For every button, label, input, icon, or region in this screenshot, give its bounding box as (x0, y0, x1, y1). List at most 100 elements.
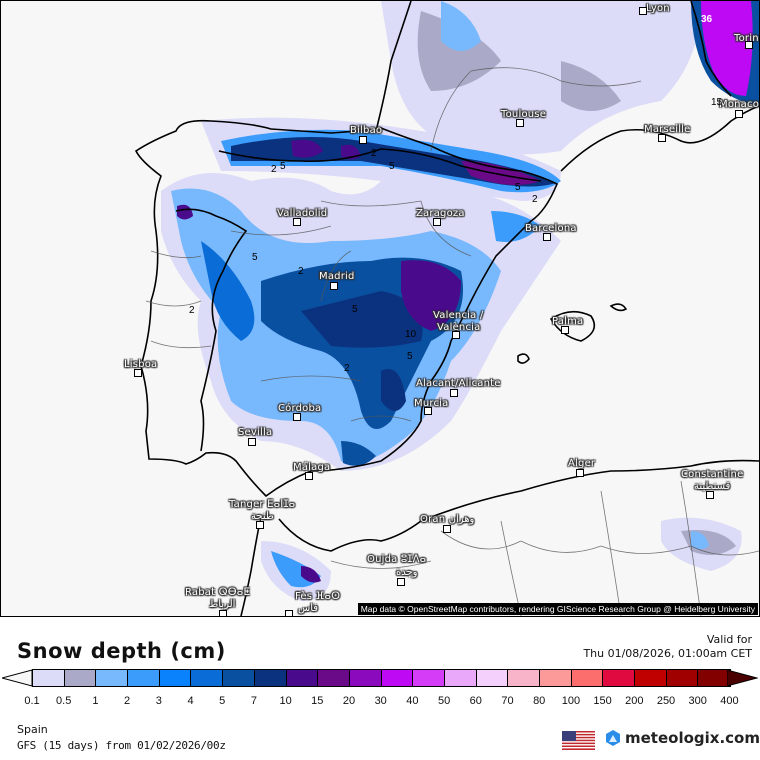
city-marker-icon (359, 136, 367, 144)
city-label: Palma (552, 316, 584, 327)
brand-name: meteologix.com (625, 729, 760, 747)
contour-value-label: 5 (252, 252, 258, 263)
colorbar-tick-label: 400 (720, 695, 739, 707)
contour-value-label: 2 (271, 164, 277, 175)
colorbar (32, 669, 732, 687)
colorbar-tick-label: 0.5 (56, 695, 72, 707)
city-marker-icon (516, 119, 524, 127)
contour-value-label: 5 (280, 161, 286, 172)
us-flag-icon[interactable] (562, 731, 595, 750)
city-label: Madrid (319, 271, 355, 282)
contour-value-label: 2 (189, 305, 195, 316)
city-marker-icon (658, 134, 666, 142)
city-label: Torin (734, 33, 759, 44)
city-marker-icon (285, 610, 293, 616)
contour-value-label: 2 (344, 363, 350, 374)
colorbar-tick-label: 1 (92, 695, 99, 707)
city-label: Lisboa (124, 359, 158, 370)
map-attribution[interactable]: Map data © OpenStreetMap contributors, r… (357, 603, 758, 615)
city-label: Valencia / (433, 310, 484, 321)
colorbar-swatch (381, 670, 414, 686)
colorbar-swatch (571, 670, 604, 686)
colorbar-under-arrow-icon (2, 669, 33, 687)
contour-value-label: 2 (532, 194, 538, 205)
city-marker-icon (134, 369, 142, 377)
colorbar-swatch (540, 670, 572, 686)
colorbar-swatch (603, 670, 636, 686)
colorbar-tick-label: 80 (533, 695, 546, 707)
colorbar-tick-label: 2 (124, 695, 131, 707)
contour-value-label: 5 (389, 161, 395, 172)
country-border (175, 1, 732, 452)
colorbar-tick-label: 40 (406, 695, 419, 707)
colorbar-tick-label: 200 (625, 695, 644, 707)
contour-value-label: 5 (352, 304, 358, 315)
meteologix-logo[interactable]: meteologix.com (604, 729, 760, 747)
contour-value-label: 10 (405, 329, 417, 340)
valid-label: Valid for (706, 633, 752, 646)
colorbar-swatch (33, 670, 65, 686)
colorbar-tick-label: 0.1 (24, 695, 40, 707)
city-label: Tanger ⴹⴰⵏⵊⴰ (229, 499, 296, 510)
contour-value-label: 5 (407, 351, 413, 362)
city-marker-icon (735, 110, 743, 118)
city-label: Monaco (719, 99, 759, 110)
colorbar-tick-label: 15 (311, 695, 324, 707)
city-marker-icon (305, 472, 313, 480)
colorbar-swatch (96, 670, 129, 686)
colorbar-tick-label: 70 (501, 695, 514, 707)
colorbar-over-arrow-icon (727, 669, 758, 687)
colorbar-swatch (159, 670, 192, 686)
contour-value-label: 2 (371, 148, 377, 159)
map-canvas: Lyon Torin Toulouse Marseille Monaco Bilbao Va… (1, 1, 759, 616)
colorbar-tick-label: 7 (250, 695, 257, 707)
city-label: Rabat ⵕⴱⴰⵟ (185, 587, 250, 598)
colorbar-swatch (476, 670, 509, 686)
contour-value-label: 5 (515, 182, 521, 193)
colorbar-tick-label: 5 (219, 695, 226, 707)
colorbar-swatch (128, 670, 160, 686)
city-marker-icon (293, 218, 301, 226)
colorbar-swatch (444, 670, 477, 686)
city-label: Marseille (644, 124, 691, 135)
city-label: قسنطينة (694, 481, 731, 492)
city-marker-icon (561, 326, 569, 334)
colorbar-swatch (191, 670, 224, 686)
model-run-label: GFS (15 days) from 01/02/2026/00z (17, 739, 226, 752)
region-label: Spain (17, 723, 48, 736)
city-marker-icon (219, 610, 227, 616)
city-label: Sevilla (238, 427, 273, 438)
city-label: Lyon (646, 3, 670, 14)
city-label: فاس (298, 603, 319, 614)
valid-time: Thu 01/08/2026, 01:00am CET (583, 647, 752, 660)
colorbar-tick-label: 30 (374, 695, 387, 707)
valid-time-block: Valid for Thu 01/08/2026, 01:00am CET (583, 633, 752, 661)
city-marker-icon (424, 407, 432, 415)
colorbar-tick-label: 300 (688, 695, 707, 707)
colorbar-swatch (223, 670, 255, 686)
snow-depth-map: Lyon Torin Toulouse Marseille Monaco Bilbao Va… (0, 0, 760, 617)
city-marker-icon (397, 578, 405, 586)
colorbar-swatch (635, 670, 667, 686)
colorbar-ticks: 0.1 0.5 1 2 3 4 5 7 10 15 20 30 40 50 60 70 80 100 150 200 2… (24, 695, 738, 709)
city-label: Barcelona (525, 223, 577, 234)
colorbar-swatch (349, 670, 382, 686)
city-label: Toulouse (501, 109, 547, 120)
city-label: الرباط (209, 599, 236, 610)
legend-footer: Snow depth (cm) Valid for Thu 01/08/2026… (0, 617, 760, 760)
city-marker-icon (293, 413, 301, 421)
city-marker-icon (452, 331, 460, 339)
city-label: València (437, 322, 481, 333)
contour-value-label: 36 (701, 14, 713, 25)
city-label: Oran وهران (420, 514, 475, 525)
snow-field-dark (177, 1, 759, 583)
city-marker-icon (248, 438, 256, 446)
city-label: Alger (568, 458, 596, 469)
city-label: Málaga (293, 462, 331, 473)
city-label: طنجة (251, 511, 274, 522)
city-marker-icon (639, 7, 647, 15)
region-borders (145, 67, 759, 616)
city-label: وجدة (396, 567, 418, 578)
city-label: Fès ⴼⴰⵙ (295, 591, 341, 602)
colorbar-tick-label: 60 (469, 695, 482, 707)
